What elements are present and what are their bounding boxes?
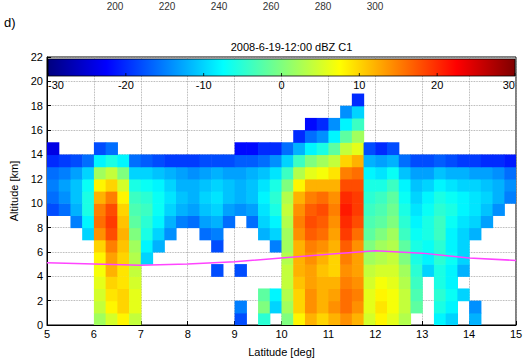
svg-text:12: 12 bbox=[31, 173, 43, 185]
svg-text:15: 15 bbox=[510, 328, 522, 340]
svg-text:9: 9 bbox=[232, 328, 238, 340]
svg-text:6: 6 bbox=[91, 328, 97, 340]
svg-text:-30: -30 bbox=[48, 79, 64, 91]
svg-text:4: 4 bbox=[37, 270, 43, 282]
svg-text:13: 13 bbox=[416, 328, 428, 340]
svg-text:5: 5 bbox=[44, 328, 50, 340]
svg-text:200: 200 bbox=[107, 1, 124, 12]
svg-text:6: 6 bbox=[37, 246, 43, 258]
svg-text:8: 8 bbox=[185, 328, 191, 340]
svg-text:Latitude [deg]: Latitude [deg] bbox=[248, 346, 315, 358]
svg-text:18: 18 bbox=[31, 100, 43, 112]
svg-text:7: 7 bbox=[138, 328, 144, 340]
svg-text:16: 16 bbox=[31, 124, 43, 136]
svg-text:11: 11 bbox=[323, 328, 334, 340]
svg-text:10: 10 bbox=[275, 328, 287, 340]
svg-text:8: 8 bbox=[37, 222, 43, 234]
svg-text:14: 14 bbox=[463, 328, 475, 340]
svg-text:10: 10 bbox=[31, 197, 43, 209]
svg-text:14: 14 bbox=[31, 148, 43, 160]
svg-text:240: 240 bbox=[211, 1, 228, 12]
svg-text:30: 30 bbox=[503, 79, 515, 91]
svg-text:2008-6-19-12:00 dBZ C1: 2008-6-19-12:00 dBZ C1 bbox=[231, 41, 353, 53]
svg-text:-10: -10 bbox=[196, 79, 212, 91]
svg-text:280: 280 bbox=[315, 1, 332, 12]
svg-text:-20: -20 bbox=[118, 79, 134, 91]
svg-text:d): d) bbox=[4, 15, 16, 30]
svg-text:260: 260 bbox=[263, 1, 280, 12]
svg-text:2: 2 bbox=[37, 295, 43, 307]
svg-text:220: 220 bbox=[159, 1, 176, 12]
svg-text:300: 300 bbox=[367, 1, 384, 12]
svg-text:10: 10 bbox=[353, 79, 365, 91]
svg-text:22: 22 bbox=[31, 51, 43, 63]
svg-text:12: 12 bbox=[369, 328, 381, 340]
svg-text:0: 0 bbox=[278, 79, 284, 91]
svg-text:20: 20 bbox=[31, 75, 43, 87]
svg-text:0: 0 bbox=[37, 319, 43, 331]
svg-text:Altitude [km]: Altitude [km] bbox=[8, 161, 20, 222]
svg-text:20: 20 bbox=[431, 79, 443, 91]
